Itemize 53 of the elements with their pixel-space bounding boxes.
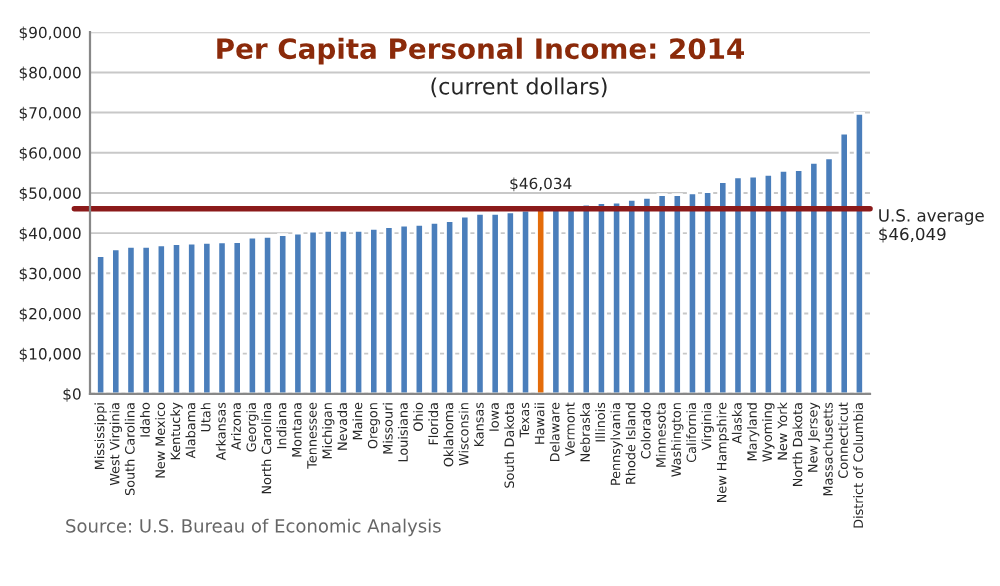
bar	[535, 207, 547, 394]
bar	[277, 233, 289, 394]
bar	[368, 226, 380, 394]
bar	[170, 242, 183, 394]
ref-line-label: U.S. average $46,049	[879, 209, 984, 243]
bar	[186, 241, 198, 394]
bar	[489, 212, 501, 394]
bar	[428, 220, 441, 394]
bar	[459, 214, 471, 394]
text: (current dollars)	[431, 77, 607, 98]
bar	[793, 168, 805, 394]
bar	[656, 193, 668, 394]
bar	[641, 195, 653, 394]
bar	[747, 174, 759, 394]
bar	[823, 156, 835, 394]
bar	[261, 234, 274, 394]
bar	[353, 228, 365, 394]
bar	[383, 225, 395, 394]
bar	[155, 243, 167, 394]
bar	[838, 131, 850, 394]
bar	[322, 228, 334, 394]
bar	[580, 202, 592, 394]
bar	[231, 240, 243, 394]
bar	[595, 201, 607, 394]
bar	[474, 212, 486, 394]
bar	[307, 229, 319, 394]
chart-title: Per Capita Personal Income: 2014	[217, 37, 744, 65]
bar	[110, 247, 122, 394]
bar	[292, 231, 304, 394]
bar	[762, 173, 774, 394]
bar	[140, 244, 152, 394]
bar	[125, 244, 137, 394]
bar	[413, 222, 425, 394]
bar	[611, 200, 623, 394]
bar	[808, 161, 820, 394]
bar	[95, 254, 107, 394]
bar	[777, 169, 790, 394]
bar	[626, 197, 638, 394]
bar	[444, 219, 456, 394]
bar	[337, 228, 349, 394]
bar	[504, 210, 516, 394]
bar	[702, 190, 714, 394]
bar	[201, 240, 213, 394]
bar	[246, 235, 258, 394]
bar	[732, 175, 744, 394]
bar	[717, 180, 729, 394]
bar	[686, 191, 699, 394]
source-note: Source: U.S. Bureau of Economic Analysis	[66, 518, 441, 537]
bar	[398, 223, 410, 394]
bar	[853, 111, 865, 394]
bar	[519, 208, 532, 394]
bar	[216, 240, 228, 394]
bar	[671, 193, 683, 394]
